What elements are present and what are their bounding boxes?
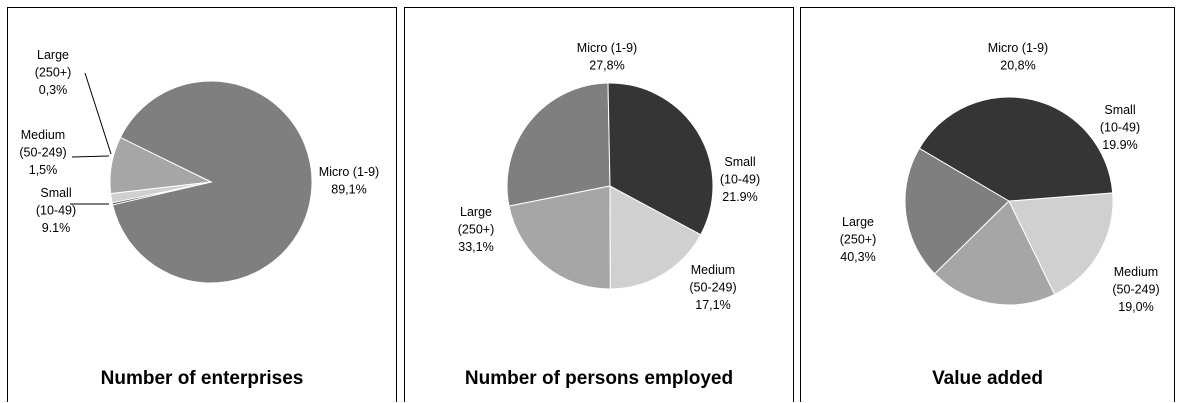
- data-label-medium: Medium (50-249) 19,0%: [1112, 265, 1159, 314]
- pie-slice-large: [111, 181, 212, 206]
- pie-slice-micro: [112, 80, 313, 284]
- pie-slice-small: [508, 185, 611, 290]
- pie-slice-large: [607, 82, 714, 236]
- chart-title: Number of enterprises: [100, 368, 304, 389]
- chart-panel-value-added: Micro (1-9) 20,8% Small (10-49) 19.9% Medium(…: [800, 7, 1175, 402]
- data-label-small: Small (10-49) 9.1%: [36, 186, 76, 235]
- data-label-large: Large (250+) 0,3%: [35, 48, 71, 97]
- leader-line-large: [84, 72, 112, 155]
- pie-chart-value-added: Micro (1-9) 20,8% Small (10-49) 19.9% Medium(…: [840, 41, 1160, 314]
- data-label-large: Large (250+) 40,3%: [840, 215, 876, 264]
- chart-title: Number of persons employed: [464, 368, 734, 389]
- pie-slice-medium: [1008, 192, 1114, 296]
- pie-chart-enterprises: Micro (1-9) 89,1% Small (10-49) 9.1% Medium (5…: [19, 48, 379, 284]
- data-label-micro: Micro (1-9) 89,1%: [319, 165, 379, 197]
- chart-panel-enterprises: Micro (1-9) 89,1% Small (10-49) 9.1% Medium (5…: [7, 7, 397, 402]
- pie-slice-micro: [904, 147, 1010, 275]
- pie-slice-large: [918, 96, 1114, 202]
- pie-slice-micro: [506, 82, 611, 207]
- data-label-large: Large (250+) 33,1%: [458, 205, 494, 254]
- data-label-micro: Micro (1-9) 20,8%: [988, 41, 1048, 73]
- data-label-medium: Medium (50-249) 17,1%: [689, 263, 736, 312]
- pie-slice-small: [934, 200, 1056, 306]
- data-label-medium: Medium (50-249) 1,5%: [19, 128, 66, 177]
- pie-slice-medium: [609, 185, 702, 290]
- data-label-micro: Micro (1-9) 27,8%: [577, 41, 637, 73]
- leader-line-medium: [71, 155, 110, 158]
- pie-chart-persons-employed: Micro (1-9) 27,8% Small (10-49) 21.9% Medium(…: [458, 41, 760, 312]
- chart-panel-persons-employed: Micro (1-9) 27,8% Small (10-49) 21.9% Medium(…: [404, 7, 794, 402]
- data-label-small: Small (10-49) 21.9%: [720, 155, 760, 204]
- data-label-small: Small (10-49) 19.9%: [1100, 103, 1140, 152]
- chart-title: Value added: [932, 368, 1043, 389]
